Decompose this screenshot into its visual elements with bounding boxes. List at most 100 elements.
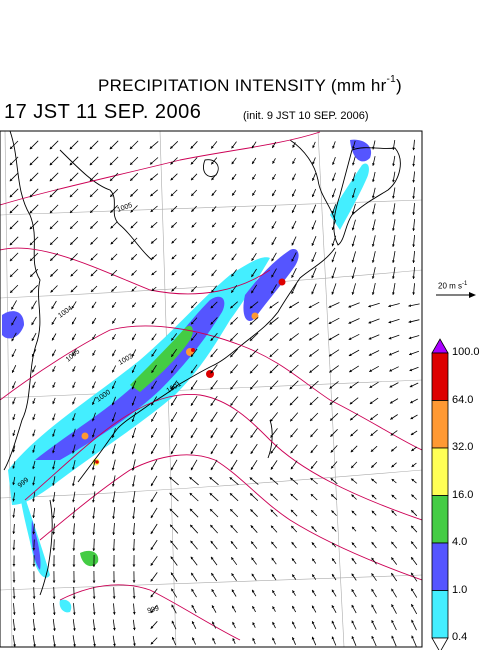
wind-arrowhead (291, 525, 294, 529)
wind-arrowhead (351, 604, 355, 608)
wind-arrowhead (191, 588, 194, 592)
wind-arrowhead (91, 305, 95, 309)
wind-arrowhead (90, 273, 94, 277)
wind-arrowhead (331, 211, 335, 214)
colorbar-label: 32.0 (452, 441, 474, 453)
wind-arrowhead (391, 588, 394, 592)
wind-arrowhead (211, 208, 215, 212)
precip-cell-ss (59, 599, 72, 613)
wind-arrowhead (112, 516, 115, 519)
wind-arrowhead (332, 162, 335, 165)
wind-arrowhead (69, 194, 73, 198)
wind-arrowhead (132, 564, 136, 567)
wind-arrowhead (391, 494, 395, 498)
wind-arrowhead (249, 321, 253, 325)
wind-arrowhead (411, 525, 414, 529)
colorbar-over-triangle (431, 338, 449, 354)
wind-arrowhead (292, 193, 295, 197)
wind-arrowhead (71, 305, 75, 309)
wind-arrowhead (391, 557, 394, 561)
wind-arrowhead (112, 369, 115, 373)
wind-arrowhead (150, 531, 154, 534)
wind-arrowhead (210, 451, 214, 455)
wind-arrowhead (369, 401, 373, 404)
wind-arrowhead (351, 465, 354, 469)
wind-arrowhead (13, 644, 16, 647)
wind-arrowhead (72, 434, 75, 438)
wind-arrowhead (291, 210, 295, 213)
wind-arrowhead (269, 305, 273, 309)
wind-arrowhead (211, 145, 214, 149)
wind-arrowhead (31, 338, 35, 341)
wind-arrowhead (210, 540, 214, 544)
coast-mainland (3, 131, 41, 471)
wind-arrowhead (12, 417, 16, 420)
precip-cell-ne (350, 139, 372, 162)
wind-arrowhead (389, 368, 393, 372)
wind-arrowhead (251, 145, 255, 149)
wind-arrowhead (112, 353, 115, 357)
wind-arrowhead (371, 542, 375, 545)
wind-arrowhead (250, 435, 254, 438)
wind-arrowhead (170, 193, 174, 197)
wind-arrowhead (391, 541, 394, 545)
wind-arrowhead (371, 604, 374, 608)
wind-arrowhead (330, 478, 334, 481)
map-title: PRECIPITATION INTENSITY (mm hr-1) (0, 74, 500, 96)
wind-arrowhead (169, 477, 173, 480)
wind-arrowhead (92, 483, 95, 487)
wind-arrowhead (250, 402, 253, 406)
wind-arrowhead (351, 227, 355, 231)
isobar-label: 1005 (65, 348, 82, 363)
wind-arrowhead (372, 146, 375, 150)
wind-arrowhead (272, 574, 275, 577)
wind-arrowhead (271, 274, 274, 278)
wind-arrowhead (270, 450, 274, 454)
wind-arrowhead (349, 401, 353, 405)
wind-arrowhead (10, 290, 13, 293)
wind-arrowhead (171, 354, 174, 357)
wind-arrowhead (409, 368, 413, 372)
wind-arrowhead (210, 370, 214, 374)
wind-arrowhead (11, 370, 15, 373)
wind-arrowhead (329, 353, 332, 357)
wind-arrowhead (69, 146, 73, 150)
wind-arrowhead (388, 304, 391, 308)
wind-arrowhead (190, 370, 194, 374)
wind-arrowhead (112, 548, 116, 551)
wind-arrowhead (289, 370, 293, 373)
wind-arrowhead (270, 509, 274, 513)
wind-arrowhead (111, 418, 115, 422)
wind-arrowhead (191, 209, 195, 212)
wind-arrowhead (368, 337, 372, 340)
precip-band-hokkaido (330, 163, 369, 230)
wind-arrowhead (89, 162, 93, 166)
precip-south (19, 480, 50, 578)
wind-arrowhead (170, 556, 174, 560)
wind-arrowhead (212, 621, 215, 625)
wind-arrowhead (269, 354, 273, 357)
wind-arrowhead (331, 605, 335, 608)
wind-arrowhead (392, 228, 395, 231)
wind-arrowhead (270, 402, 273, 406)
wind-arrowhead (171, 370, 174, 374)
wind-arrowhead (249, 477, 253, 481)
wind-arrowhead (92, 418, 95, 422)
colorbar-label: 0.4 (452, 631, 468, 643)
wind-arrowhead (170, 161, 174, 165)
wind-arrowhead (150, 499, 154, 503)
wind-arrowhead (351, 558, 355, 561)
wind-arrowhead (171, 419, 174, 422)
colorbar-segment (431, 590, 449, 639)
wind-arrowhead (92, 564, 96, 567)
wind-arrowhead (392, 276, 395, 279)
wind-arrowhead (351, 542, 355, 546)
wind-arrowhead (371, 526, 375, 530)
wind-arrowhead (92, 548, 96, 551)
wind-arrowhead (132, 320, 135, 324)
wind-arrowhead (132, 337, 135, 341)
wind-arrowhead (210, 338, 214, 341)
wind-arrowhead (270, 493, 273, 497)
wind-arrowhead (212, 637, 215, 641)
wind-arrowhead (212, 224, 215, 228)
